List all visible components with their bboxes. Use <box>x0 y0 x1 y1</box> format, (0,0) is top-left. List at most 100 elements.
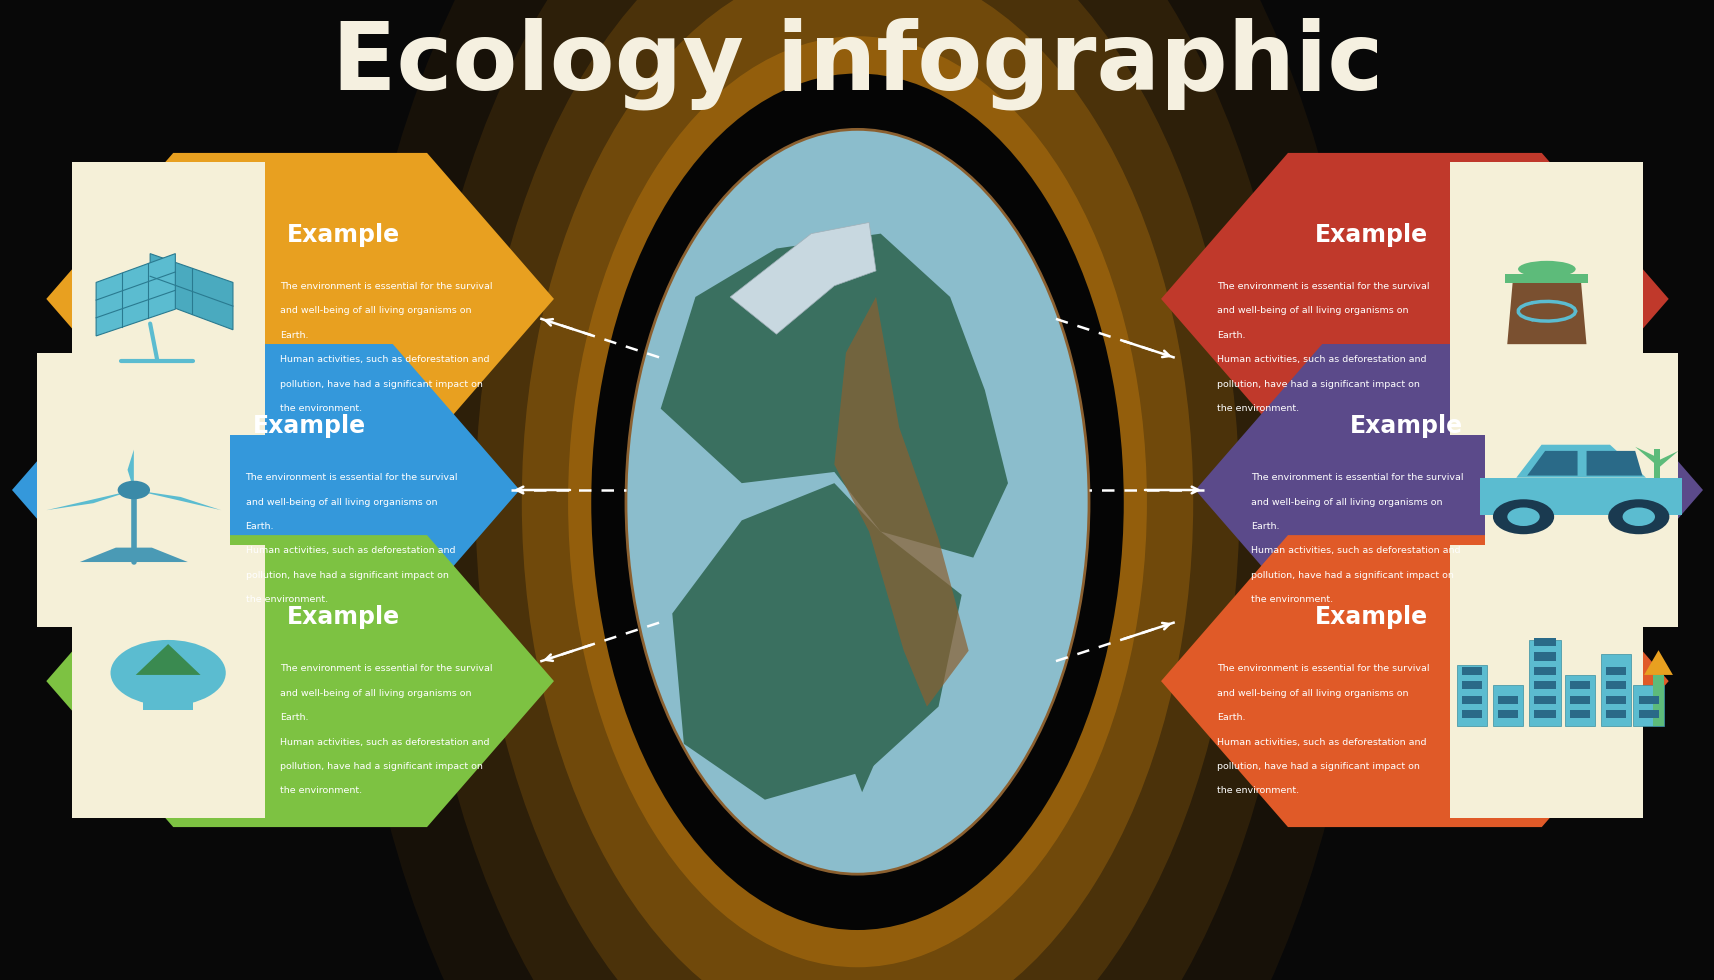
Text: Earth.: Earth. <box>1217 713 1244 722</box>
Bar <box>72 545 264 817</box>
Bar <box>1505 274 1587 283</box>
Text: and well-being of all living organisms on: and well-being of all living organisms o… <box>1251 498 1441 507</box>
Bar <box>1450 545 1642 817</box>
Bar <box>1606 666 1625 675</box>
Bar <box>1462 710 1481 718</box>
Text: pollution, have had a significant impact on: pollution, have had a significant impact… <box>279 762 482 771</box>
Bar <box>135 688 201 700</box>
Bar <box>1527 640 1560 726</box>
Text: and well-being of all living organisms on: and well-being of all living organisms o… <box>279 689 471 698</box>
Polygon shape <box>1644 651 1671 675</box>
Polygon shape <box>1633 447 1656 465</box>
Circle shape <box>1493 499 1553 534</box>
Bar <box>1462 681 1481 689</box>
Bar <box>142 699 194 710</box>
Bar <box>1570 681 1589 689</box>
Polygon shape <box>660 233 1008 558</box>
Ellipse shape <box>348 0 1366 980</box>
Polygon shape <box>730 222 876 334</box>
Circle shape <box>1621 508 1654 526</box>
Bar <box>1534 666 1555 675</box>
Polygon shape <box>96 254 175 336</box>
Bar <box>1534 653 1555 661</box>
Text: The environment is essential for the survival: The environment is essential for the sur… <box>1217 664 1428 673</box>
Text: and well-being of all living organisms on: and well-being of all living organisms o… <box>1217 689 1407 698</box>
Polygon shape <box>1525 451 1577 475</box>
Circle shape <box>1608 499 1668 534</box>
Bar <box>1455 664 1486 726</box>
Text: The environment is essential for the survival: The environment is essential for the sur… <box>245 473 458 482</box>
Polygon shape <box>1160 535 1668 827</box>
Text: the environment.: the environment. <box>279 405 362 414</box>
Bar <box>1534 710 1555 718</box>
Text: The environment is essential for the survival: The environment is essential for the sur… <box>279 664 492 673</box>
Bar <box>1570 710 1589 718</box>
Polygon shape <box>1515 445 1645 477</box>
Bar <box>1534 681 1555 689</box>
Text: the environment.: the environment. <box>279 786 362 796</box>
Text: pollution, have had a significant impact on: pollution, have had a significant impact… <box>1217 380 1419 389</box>
Text: Example: Example <box>1315 222 1428 247</box>
Ellipse shape <box>626 129 1088 874</box>
Polygon shape <box>12 344 519 636</box>
Text: and well-being of all living organisms on: and well-being of all living organisms o… <box>279 307 471 316</box>
Polygon shape <box>134 490 221 511</box>
Bar <box>1652 675 1663 726</box>
Bar <box>1498 696 1517 704</box>
Text: Earth.: Earth. <box>1217 331 1244 340</box>
Text: Earth.: Earth. <box>279 713 309 722</box>
Text: Example: Example <box>286 222 399 247</box>
Ellipse shape <box>591 74 1123 930</box>
Text: The environment is essential for the survival: The environment is essential for the sur… <box>1251 473 1462 482</box>
Bar <box>1491 685 1522 726</box>
Text: the environment.: the environment. <box>1217 405 1297 414</box>
Bar <box>1484 354 1676 626</box>
Text: the environment.: the environment. <box>1217 786 1297 796</box>
Text: pollution, have had a significant impact on: pollution, have had a significant impact… <box>1251 571 1453 580</box>
Bar <box>1462 666 1481 675</box>
Bar <box>1534 638 1555 646</box>
Text: Example: Example <box>1349 414 1462 438</box>
Bar <box>1652 449 1659 477</box>
Polygon shape <box>830 659 898 792</box>
Text: Human activities, such as deforestation and: Human activities, such as deforestation … <box>1217 356 1426 365</box>
Polygon shape <box>127 450 134 490</box>
Polygon shape <box>1507 282 1585 344</box>
Bar <box>1462 696 1481 704</box>
Text: and well-being of all living organisms on: and well-being of all living organisms o… <box>1217 307 1407 316</box>
Polygon shape <box>1195 344 1702 636</box>
Bar <box>38 354 230 626</box>
Bar <box>1606 710 1625 718</box>
Bar <box>1599 655 1630 726</box>
Text: Human activities, such as deforestation and: Human activities, such as deforestation … <box>279 356 488 365</box>
Bar <box>1639 696 1657 704</box>
Polygon shape <box>1160 153 1668 445</box>
Polygon shape <box>81 548 189 563</box>
Text: Human activities, such as deforestation and: Human activities, such as deforestation … <box>245 547 454 556</box>
Text: pollution, have had a significant impact on: pollution, have had a significant impact… <box>1217 762 1419 771</box>
Text: Example: Example <box>1315 605 1428 629</box>
Text: Example: Example <box>252 414 365 438</box>
Bar <box>1570 696 1589 704</box>
Circle shape <box>118 481 149 499</box>
Text: Earth.: Earth. <box>1251 522 1279 531</box>
Polygon shape <box>672 483 962 800</box>
Text: Earth.: Earth. <box>245 522 274 531</box>
Polygon shape <box>1656 451 1678 469</box>
Bar <box>1606 696 1625 704</box>
Text: the environment.: the environment. <box>245 596 327 605</box>
Text: Human activities, such as deforestation and: Human activities, such as deforestation … <box>279 738 488 747</box>
Text: Human activities, such as deforestation and: Human activities, such as deforestation … <box>1217 738 1426 747</box>
Ellipse shape <box>567 36 1147 967</box>
Bar <box>1606 681 1625 689</box>
Text: Human activities, such as deforestation and: Human activities, such as deforestation … <box>1251 547 1460 556</box>
Text: Earth.: Earth. <box>279 331 309 340</box>
Polygon shape <box>46 153 554 445</box>
Bar <box>72 163 264 435</box>
Ellipse shape <box>1517 261 1575 277</box>
Polygon shape <box>46 490 134 511</box>
Polygon shape <box>46 535 554 827</box>
Text: Ecology infographic: Ecology infographic <box>331 18 1383 110</box>
Text: pollution, have had a significant impact on: pollution, have had a significant impact… <box>245 571 447 580</box>
Circle shape <box>1507 508 1539 526</box>
